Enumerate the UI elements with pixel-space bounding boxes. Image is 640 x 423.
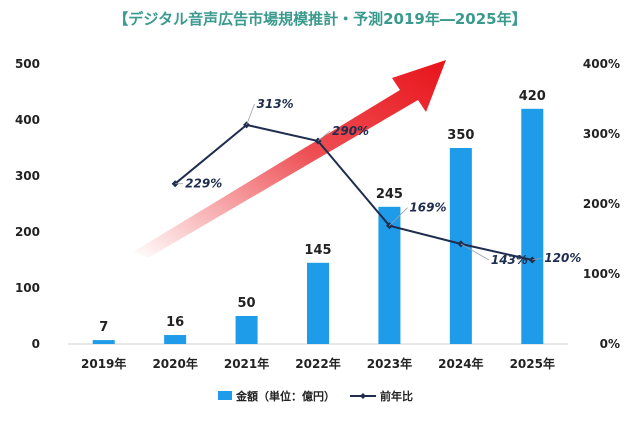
yoy-leader-line — [532, 257, 543, 261]
x-tick-label: 2021年 — [224, 356, 269, 371]
bar — [235, 316, 258, 344]
bar-value-label: 16 — [166, 315, 184, 330]
y-left-tick-label: 100 — [15, 281, 40, 295]
bar — [378, 206, 401, 344]
bar-value-label: 50 — [238, 296, 256, 311]
legend-label-line: 前年比 — [380, 389, 413, 403]
bar — [307, 262, 329, 344]
yoy-leader-line — [317, 130, 331, 142]
x-tick-label: 2019年 — [81, 356, 126, 371]
yoy-value-label: 313% — [257, 97, 294, 111]
bar-value-label: 420 — [519, 89, 546, 104]
yoy-value-label: 120% — [544, 251, 581, 265]
bar-value-label: 245 — [376, 187, 403, 202]
yoy-leader-line — [460, 243, 490, 261]
yoy-leader-line — [389, 207, 408, 226]
yoy-value-label: 290% — [332, 124, 369, 138]
y-left-tick-label: 500 — [15, 57, 40, 71]
bar-value-label: 350 — [447, 128, 474, 143]
y-right-tick-label: 0% — [600, 337, 620, 351]
y-right-tick-label: 400% — [583, 57, 620, 71]
y-right-tick-label: 100% — [583, 267, 620, 281]
yoy-leader-line — [246, 103, 255, 126]
y-left-tick-label: 300 — [15, 169, 40, 183]
legend-swatch-marker — [360, 393, 366, 399]
x-tick-label: 2023年 — [367, 356, 412, 371]
yoy-value-label: 169% — [409, 201, 446, 215]
y-right-tick-label: 300% — [583, 127, 620, 141]
bar — [164, 335, 187, 344]
x-tick-label: 2022年 — [295, 356, 340, 371]
y-left-tick-label: 200 — [15, 225, 40, 239]
x-tick-label: 2024年 — [438, 356, 483, 371]
bar — [92, 340, 115, 344]
bar-value-label: 145 — [304, 243, 331, 258]
growth-arrow — [133, 60, 446, 258]
chart-title: 【デジタル音声広告市場規模推計・予測2019年―2025年】 — [113, 10, 527, 28]
legend-label-bar: 金額（単位：億円） — [235, 389, 335, 403]
x-tick-label: 2025年 — [510, 356, 555, 371]
y-right-tick-label: 200% — [583, 197, 620, 211]
yoy-line — [174, 123, 533, 261]
bar-value-label: 7 — [99, 320, 108, 335]
x-tick-label: 2020年 — [152, 356, 197, 371]
bar — [521, 108, 544, 344]
yoy-value-label: 143% — [491, 253, 528, 267]
yoy-value-label: 229% — [185, 177, 222, 191]
y-left-tick-label: 0 — [32, 337, 40, 351]
legend-swatch-bar — [218, 391, 232, 400]
y-left-tick-label: 400 — [15, 113, 40, 127]
